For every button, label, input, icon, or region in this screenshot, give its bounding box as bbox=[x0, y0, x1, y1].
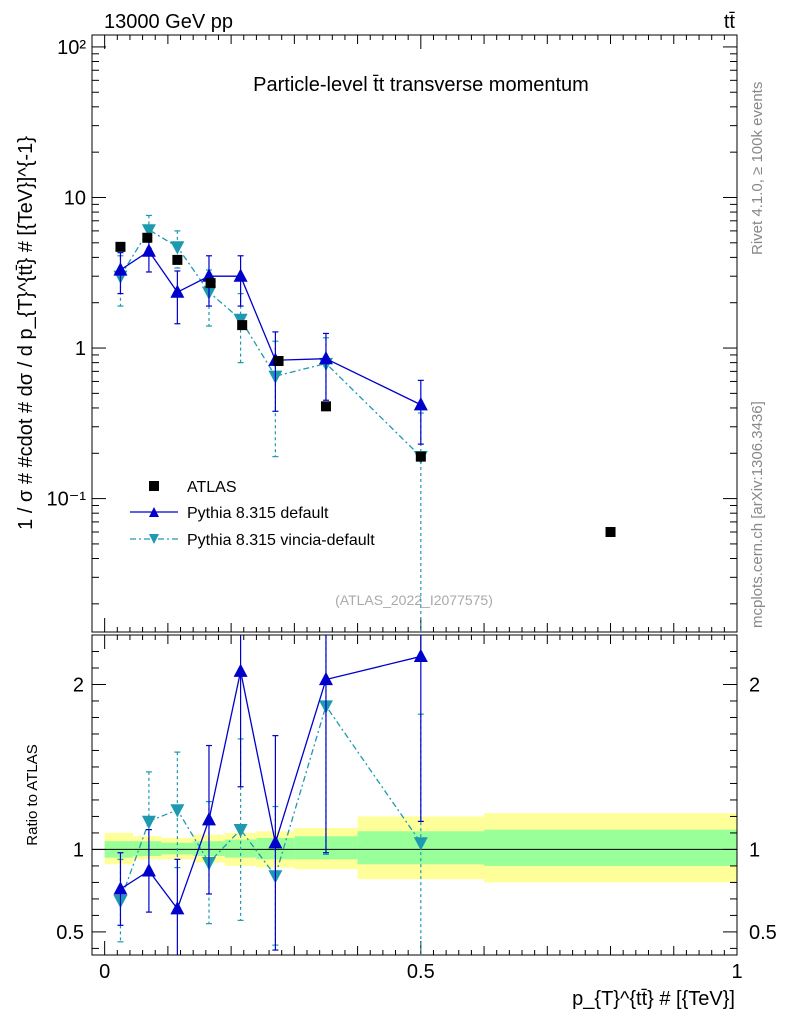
ratio-default-point bbox=[268, 835, 283, 849]
atlas-point bbox=[320, 401, 331, 412]
ratio-xtick-label: 1 bbox=[731, 961, 742, 983]
top-frame bbox=[91, 34, 738, 633]
top-ytick-label: 10⁻¹ bbox=[47, 489, 87, 511]
top-ytick-label: 10 bbox=[64, 187, 86, 209]
ratio-ytick-label-right: 0.5 bbox=[749, 922, 777, 944]
ratio-ytick-label: 0.5 bbox=[56, 922, 84, 944]
default-point bbox=[233, 268, 248, 282]
ratio-xtick-label: 0 bbox=[99, 961, 110, 983]
legend-vincia-marker bbox=[149, 534, 159, 544]
legend-atlas-marker bbox=[149, 481, 159, 491]
ratio-ytick-label: 2 bbox=[73, 674, 84, 696]
ratio-band-inner bbox=[133, 841, 162, 857]
ratio-default-point bbox=[113, 881, 128, 895]
ratio-vincia-point bbox=[233, 824, 248, 838]
legend-default-marker bbox=[149, 507, 159, 517]
ratio-default-point bbox=[413, 648, 428, 663]
atlas-point bbox=[142, 232, 153, 243]
atlas-point bbox=[605, 526, 616, 537]
ratio-vincia-point bbox=[170, 804, 185, 818]
vincia-line bbox=[119, 228, 422, 458]
legend: ATLAS Pythia 8.315 default Pythia 8.315 … bbox=[130, 479, 375, 549]
default-point bbox=[318, 350, 333, 365]
ratio-ytick-label: 1 bbox=[73, 839, 84, 861]
default-line bbox=[120, 250, 422, 406]
legend-default-label: Pythia 8.315 default bbox=[187, 505, 329, 522]
legend-atlas-label: ATLAS bbox=[187, 479, 237, 496]
top-ytick-label: 1 bbox=[75, 338, 86, 360]
ratio-ytick-label-right: 2 bbox=[749, 674, 760, 696]
vincia-point bbox=[170, 241, 185, 255]
ratio-ytick-label-right: 1 bbox=[749, 839, 760, 861]
ratio-default-point bbox=[141, 863, 156, 877]
xlabel: p_{T}^{tt̄} # [{TeV}] bbox=[572, 988, 735, 1010]
ratio-ylabel: Ratio to ATLAS bbox=[24, 744, 41, 845]
ratio-data bbox=[113, 635, 428, 955]
vincia-point bbox=[141, 224, 156, 238]
default-point bbox=[141, 243, 156, 257]
chart-title: Particle-level t̄t transverse momentum bbox=[253, 74, 589, 96]
ratio-default-line bbox=[120, 655, 421, 911]
ratio-vincia-point bbox=[413, 837, 428, 851]
ratio-axes: 0 0.5 1 0.5 0.5 1 1 2 2 bbox=[56, 635, 777, 983]
ratio-vincia-point bbox=[141, 815, 156, 830]
ratio-default-point bbox=[318, 671, 333, 686]
source-label: mcplots.cern.ch [arXiv:1306.3436] bbox=[749, 401, 766, 628]
atlas-point bbox=[237, 320, 248, 331]
default-point bbox=[170, 284, 185, 298]
atlas-point bbox=[205, 278, 216, 289]
default-point bbox=[113, 262, 128, 276]
atlas-point bbox=[115, 241, 126, 252]
default-point bbox=[413, 397, 428, 411]
ratio-default-point bbox=[170, 901, 185, 915]
top-data bbox=[113, 214, 616, 632]
rivet-label: Rivet 4.1.0, ≥ 100k events bbox=[749, 82, 766, 255]
ratio-bands bbox=[92, 813, 737, 883]
ratio-default-point bbox=[201, 812, 216, 826]
process-label: tt̄ bbox=[724, 11, 736, 33]
atlas-point bbox=[172, 254, 183, 265]
top-axes: 10⁻¹ 1 10 10² bbox=[47, 35, 738, 632]
ratio-default-point bbox=[233, 663, 248, 677]
analysis-watermark: (ATLAS_2022_I2077575) bbox=[335, 592, 493, 608]
legend-vincia-label: Pythia 8.315 vincia-default bbox=[187, 532, 375, 549]
top-ylabel: 1 / σ # #cdot # dσ / d p_{T}^{tt̄} # [{T… bbox=[15, 136, 37, 530]
atlas-point bbox=[415, 451, 426, 462]
top-ytick-label: 10² bbox=[57, 37, 86, 59]
ratio-frame bbox=[91, 634, 738, 956]
ratio-band-inner bbox=[484, 829, 737, 866]
energy-label: 13000 GeV pp bbox=[104, 11, 233, 33]
atlas-point bbox=[273, 356, 284, 367]
ratio-xtick-label: 0.5 bbox=[407, 961, 435, 983]
